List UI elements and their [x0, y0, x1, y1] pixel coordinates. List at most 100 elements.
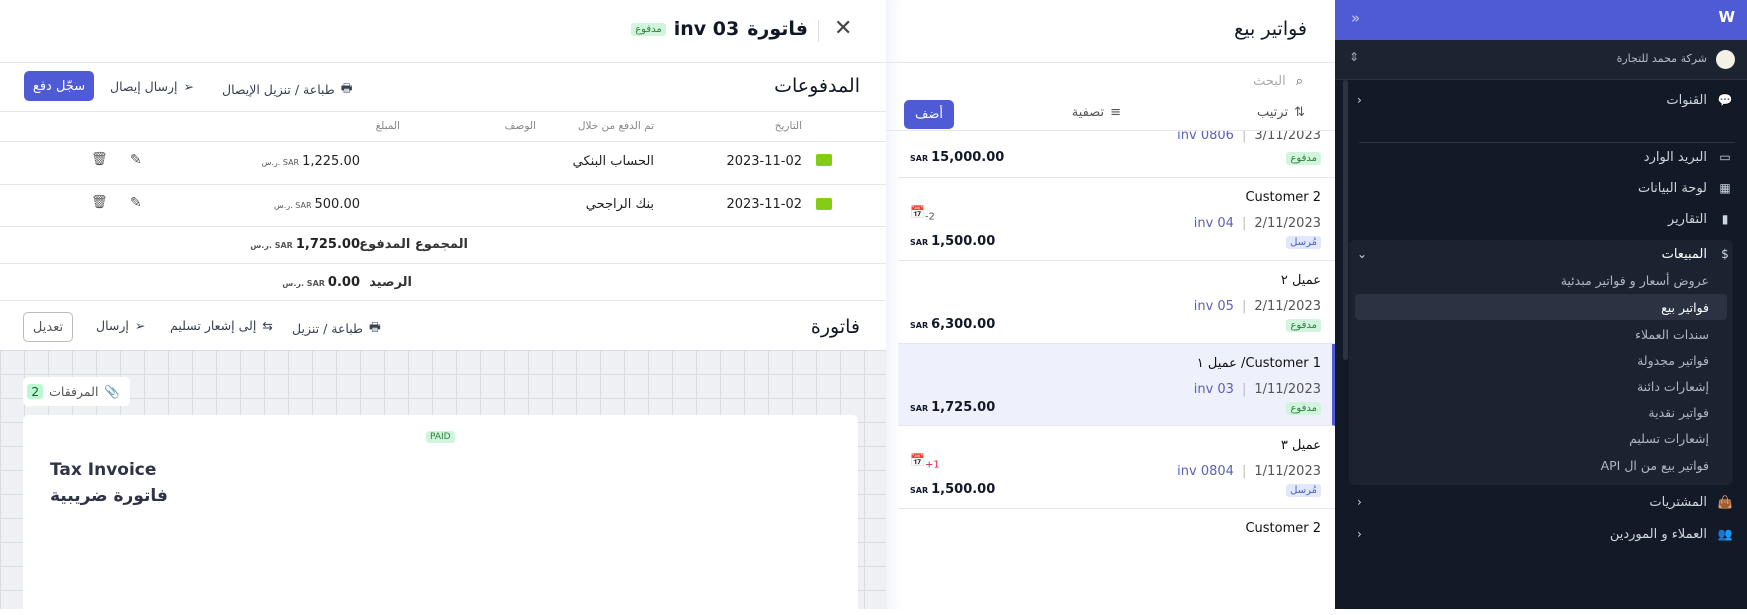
divider [1359, 142, 1735, 143]
customer-name: Customer 2 [1245, 190, 1321, 205]
sidebar-item-channels[interactable]: 💬 القنوات ‹ [1349, 86, 1733, 114]
close-icon[interactable]: ✕ [834, 16, 853, 41]
label: فواتير مجدولة [1637, 352, 1709, 368]
status-badge: مُرسل [1286, 484, 1321, 497]
chat-icon: 💬 [1717, 93, 1733, 107]
chevron-down-icon: ⌄ [1357, 247, 1368, 261]
invoice-date: 1/11/2023 [1254, 464, 1321, 479]
amount: 6,300.00 [931, 317, 996, 332]
invoice-number: inv 05 [1193, 299, 1234, 314]
currency: ر.س. SAR [282, 279, 325, 288]
customer-name: Customer 2 [1245, 521, 1321, 536]
inbox-icon: ▭ [1719, 150, 1731, 164]
divider [818, 20, 819, 42]
edit-button[interactable]: تعديل [23, 312, 73, 342]
sales-group [1349, 240, 1733, 485]
sidebar-sub-credit-notes[interactable]: إشعارات دائنة [1355, 373, 1727, 399]
sidebar-sub-scheduled[interactable]: فواتير مجدولة [1355, 347, 1727, 373]
calendar-due-icon: 📅-2 [910, 205, 935, 223]
sort-button[interactable]: ⇅ ترتيب [1257, 105, 1305, 120]
send-receipt-label: إرسال إيصال [110, 79, 178, 94]
customer-name: Customer 1/ عميل ١ [1196, 356, 1321, 371]
trash-icon[interactable]: 🗑 [91, 152, 108, 167]
sidebar-item-inbox[interactable]: ▭ البريد الوارد [1349, 143, 1733, 171]
customer-name: عميل ٢ [1280, 273, 1321, 288]
sort-label: ترتيب [1256, 105, 1289, 120]
list-item[interactable]: inv 0806 | 3/11/2023 مدفوع SAR 15,000.00 [898, 131, 1335, 178]
sidebar-scrollbar[interactable] [1343, 80, 1348, 360]
divider [0, 111, 886, 112]
edit-icon[interactable]: ✎ [130, 152, 142, 168]
print-button[interactable]: 🖶 طباعة / تنزيل [292, 318, 381, 339]
send-receipt-button[interactable]: ➢ إرسال إيصال [110, 79, 194, 94]
amount-value: 1,225.00 [302, 154, 360, 169]
send-icon: ➢ [183, 79, 195, 94]
attachments-button[interactable]: 📎 المرفقات 2 [23, 377, 130, 406]
invoice-list: inv 0806 | 3/11/2023 مدفوع SAR 15,000.00 Cu… [886, 130, 1335, 609]
send-button[interactable]: ➢ إرسال [96, 318, 145, 333]
sidebar-sub-cash-invoices[interactable]: فواتير نقدية [1355, 399, 1727, 425]
list-item[interactable]: عميل ٣ inv 0804 | 1/11/2023 مُرسل 📅+1 SAR 1… [898, 426, 1335, 509]
record-payment-button[interactable]: سجّل دفع [24, 71, 94, 101]
bar-chart-icon: ▮ [1721, 212, 1729, 226]
collapse-icon[interactable]: » [1351, 9, 1361, 27]
sidebar-item-purchases[interactable]: 👜 المشتريات ‹ [1349, 488, 1733, 516]
filter-icon: ≡ [1110, 105, 1121, 120]
chevron-icon: ‹ [1357, 527, 1362, 541]
payment-method: بنك الراجحي [585, 197, 654, 212]
company-switcher[interactable]: ⇕ شركة محمد للتجارة [1335, 40, 1747, 80]
sidebar-item-dashboard[interactable]: ▦ لوحة البيانات [1349, 174, 1733, 202]
sidebar-item-sales[interactable]: $ المبيعات ⌄ [1349, 240, 1733, 268]
amount: 1,500.00 [931, 482, 996, 497]
paperclip-icon: 📎 [104, 383, 120, 399]
payment-amount: ر.س. SAR 500.00 [274, 197, 360, 212]
list-title: فواتير بيع [1234, 18, 1307, 40]
print-receipt-button[interactable]: 🖶 طباعة / تنزيل الإيصال [222, 79, 353, 100]
label: التقارير [1667, 211, 1707, 227]
amount: 15,000.00 [931, 150, 1005, 165]
divider [0, 226, 886, 227]
filter-label: تصفية [1071, 105, 1105, 120]
label: إشعارات دائنة [1636, 378, 1709, 394]
printer-icon: 🖶 [340, 80, 353, 95]
balance-label: الرصيد [369, 275, 412, 290]
status-badge: مدفوع [1286, 152, 1321, 165]
divider [0, 263, 886, 264]
add-button[interactable]: أضف [904, 100, 954, 129]
logo: W [1718, 8, 1735, 26]
sidebar-sub-delivery-notes[interactable]: إشعارات تسليم [1355, 425, 1727, 451]
doc-title-en: Tax Invoice [50, 460, 157, 480]
amount-value: 500.00 [314, 197, 361, 212]
currency: SAR [910, 238, 929, 247]
total-paid-amount: ر.س. SAR 1,725.00 [250, 237, 360, 252]
search-input[interactable]: ⌕ البحث [1253, 74, 1303, 89]
users-icon: 👥 [1717, 527, 1733, 541]
sidebar-item-reports[interactable]: ▮ التقارير [1349, 205, 1733, 233]
invoice-number: inv 03 [1193, 382, 1234, 397]
edit-icon[interactable]: ✎ [130, 195, 142, 211]
sidebar-sub-receipts[interactable]: سندات العملاء [1355, 321, 1727, 347]
label: إشعارات تسليم [1629, 430, 1709, 446]
trash-icon[interactable]: 🗑 [91, 195, 108, 210]
currency: SAR [910, 486, 929, 495]
list-item[interactable]: Customer 2 [898, 509, 1335, 592]
list-item[interactable]: عميل ٢ inv 05 | 2/11/2023 مدفوع SAR 6,300.0… [898, 261, 1335, 344]
sidebar-sub-quotes[interactable]: عروض أسعار و فواتير مبدئية [1355, 267, 1727, 293]
dollar-icon: $ [1721, 247, 1729, 261]
divider [0, 62, 886, 63]
sidebar-item-contacts[interactable]: 👥 العملاء و الموردين ‹ [1349, 520, 1733, 548]
sidebar-sub-sales-invoices[interactable]: فواتير بيع [1355, 294, 1727, 320]
convert-icon: ⇆ [262, 318, 273, 333]
filter-button[interactable]: ≡ تصفية [1072, 105, 1121, 120]
sidebar-sub-api-invoices[interactable]: فواتير بيع من ال API [1355, 452, 1727, 478]
divider [0, 300, 886, 301]
list-item-selected[interactable]: Customer 1/ عميل ١ inv 03 | 1/11/2023 مدفو… [898, 344, 1335, 426]
label: فواتير بيع من ال API [1600, 457, 1709, 473]
bag-icon: 👜 [1717, 495, 1733, 509]
company-avatar [1716, 50, 1735, 69]
label: القنوات [1666, 92, 1707, 108]
list-item[interactable]: Customer 2 inv 04 | 2/11/2023 مُرسل 📅-2 SA… [898, 178, 1335, 261]
due-days: -2 [924, 211, 935, 223]
to-delivery-note-button[interactable]: ⇆ إلى إشعار تسليم [170, 318, 273, 333]
invoice-number: inv 03 [673, 18, 740, 40]
